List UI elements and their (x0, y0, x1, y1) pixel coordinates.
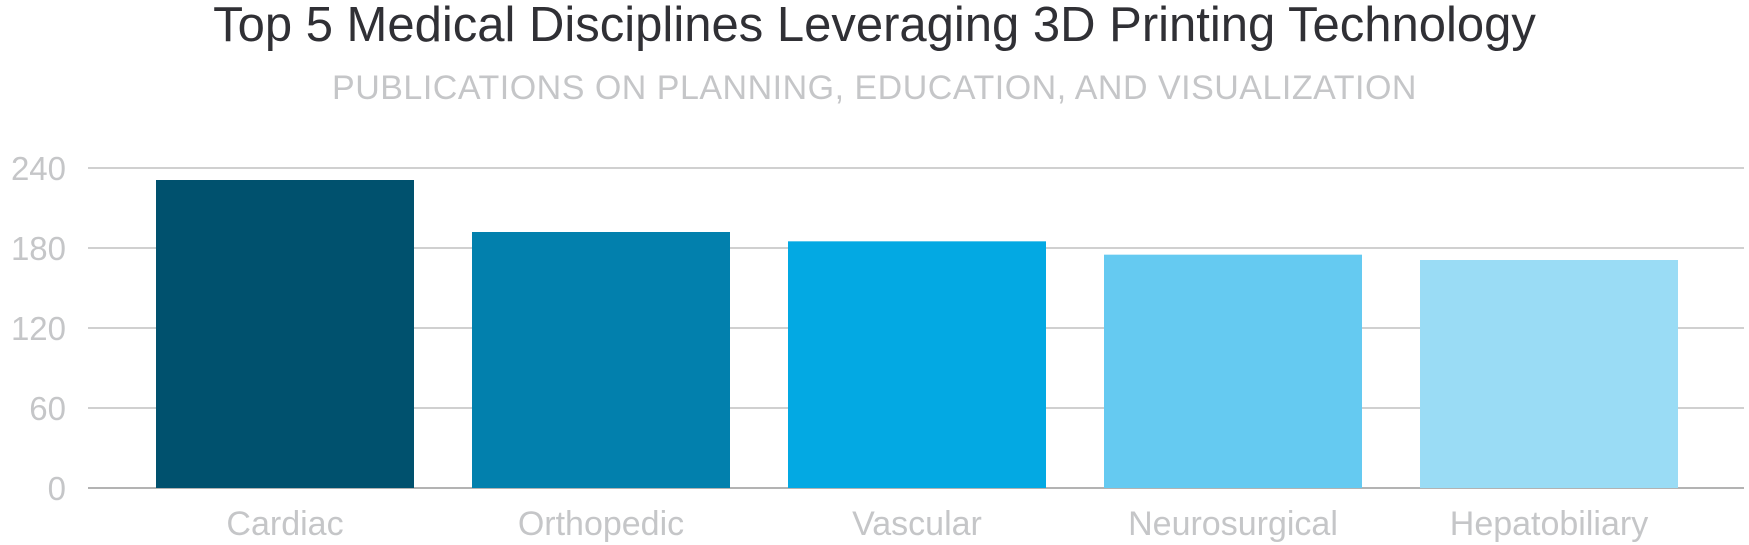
x-category-label: Hepatobiliary (1450, 505, 1648, 543)
bars (156, 180, 1678, 488)
chart-subtitle: PUBLICATIONS ON PLANNING, EDUCATION, AND… (332, 69, 1417, 107)
x-category-label: Cardiac (226, 505, 343, 543)
y-tick-label: 240 (11, 150, 66, 187)
bar-cardiac (156, 180, 414, 488)
x-category-label: Neurosurgical (1128, 505, 1338, 543)
y-tick-label: 180 (11, 230, 66, 267)
chart-title: Top 5 Medical Disciplines Leveraging 3D … (213, 0, 1536, 52)
bar-orthopedic (472, 232, 730, 488)
bar-neurosurgical (1104, 254, 1362, 488)
y-tick-label: 60 (29, 390, 66, 427)
y-tick-label: 120 (11, 310, 66, 347)
bar-hepatobiliary (1420, 260, 1678, 488)
y-tick-label: 0 (48, 470, 66, 507)
x-axis-labels: Cardiac Orthopedic Vascular Neurosurgical He… (226, 505, 1648, 543)
x-category-label: Vascular (852, 505, 982, 543)
x-category-label: Orthopedic (518, 505, 684, 543)
y-axis-ticks: 0 60 120 180 240 (11, 150, 66, 507)
bar-vascular (788, 241, 1046, 488)
